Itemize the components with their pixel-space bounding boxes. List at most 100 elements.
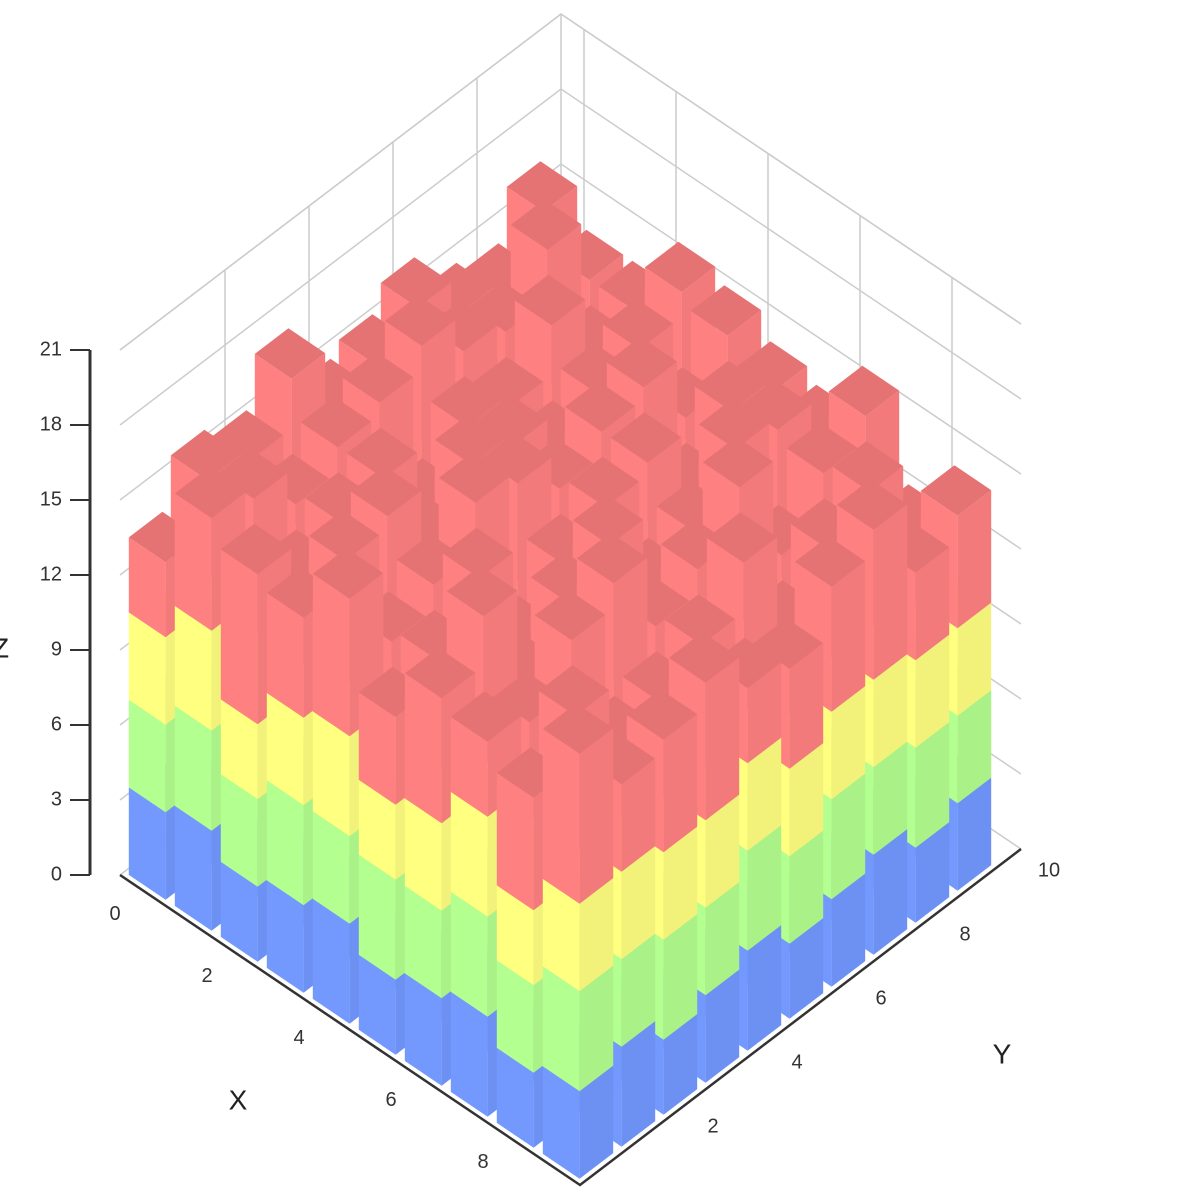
- y-tick-label: 8: [959, 923, 970, 945]
- bar-face: [358, 779, 396, 880]
- bar-face: [752, 618, 824, 669]
- bar-face: [496, 960, 534, 1073]
- z-tick-label: 6: [51, 713, 62, 735]
- y-tick-label: 2: [707, 1115, 718, 1137]
- bar-face: [690, 285, 762, 336]
- bar-face: [266, 692, 304, 806]
- bar-face: [434, 414, 506, 465]
- bar-face: [664, 594, 736, 645]
- bar-face: [266, 880, 304, 993]
- bar-face: [384, 295, 456, 346]
- bar-face: [873, 504, 908, 680]
- bar-face: [220, 699, 258, 800]
- bar-face: [128, 787, 166, 900]
- bar-face: [828, 365, 900, 417]
- bar-face: [312, 573, 350, 737]
- bar-face: [621, 1021, 656, 1147]
- bar-face: [450, 991, 488, 1117]
- x-axis-title: X: [229, 1084, 248, 1115]
- y-tick-label: 10: [1038, 859, 1060, 881]
- z-tick-label: 18: [40, 413, 62, 435]
- bar-face: [538, 665, 610, 716]
- bar-face: [450, 891, 488, 1017]
- bar-face: [216, 448, 288, 499]
- bar-face: [694, 360, 766, 412]
- bar-face: [312, 711, 350, 837]
- bar-face: [510, 199, 582, 250]
- y-tick-label: 4: [791, 1051, 802, 1073]
- bar-face: [736, 341, 808, 392]
- bar-face: [266, 592, 304, 718]
- bar-face: [220, 861, 258, 962]
- bar-face: [358, 854, 396, 980]
- bar-face: [254, 328, 326, 379]
- bar-face: [957, 490, 992, 629]
- bar-face: [128, 699, 166, 813]
- bar-face: [404, 798, 442, 911]
- bar-face: [404, 673, 442, 824]
- bar-face: [266, 780, 304, 906]
- bar-face: [579, 878, 614, 992]
- bar-face: [450, 691, 522, 742]
- bar-face: [606, 336, 678, 388]
- bar-face: [312, 811, 350, 924]
- bar-face: [668, 632, 740, 683]
- z-axis-title: Z: [0, 632, 9, 663]
- bar-face: [621, 933, 656, 1047]
- x-tick-label: 6: [385, 1089, 396, 1111]
- bar-face: [747, 825, 782, 951]
- y-axis-title: Y: [993, 1038, 1012, 1069]
- bar-face: [740, 379, 812, 430]
- bar-face: [220, 549, 258, 725]
- bar-face: [873, 654, 908, 768]
- bar-face: [610, 412, 682, 463]
- bar-face: [789, 743, 824, 857]
- bar-face: [174, 705, 212, 831]
- bar-face: [568, 456, 640, 508]
- bar-face: [626, 689, 698, 740]
- bar-face: [174, 805, 212, 931]
- bar-face: [873, 829, 908, 955]
- bar-face: [831, 561, 866, 712]
- bar-face: [128, 537, 166, 638]
- bar-face: [663, 1014, 698, 1115]
- bar-face: [438, 452, 510, 503]
- bar-face: [212, 410, 284, 461]
- bar-face: [442, 527, 514, 579]
- x-tick-label: 0: [109, 903, 120, 925]
- bar-face: [312, 898, 350, 1024]
- bar-face: [542, 728, 580, 904]
- bar-face: [915, 547, 950, 661]
- bar-face: [789, 643, 824, 769]
- bar-face: [496, 1047, 534, 1148]
- bar-face: [789, 918, 824, 1019]
- bar-face: [404, 885, 442, 999]
- bar-face: [698, 398, 770, 450]
- bar-face: [831, 686, 866, 800]
- bar-face: [514, 274, 586, 326]
- bar-segment: [542, 703, 614, 904]
- bar-face: [621, 758, 656, 872]
- bar-face: [450, 791, 488, 917]
- bar-face: [920, 465, 992, 516]
- bar-face: [957, 602, 992, 716]
- bar-face: [220, 523, 292, 575]
- bar-face: [450, 716, 488, 817]
- z-tick-label: 12: [40, 563, 62, 585]
- bar-face: [915, 822, 950, 923]
- bar-face: [915, 722, 950, 848]
- bar-face: [174, 605, 212, 731]
- bar-face: [174, 493, 212, 631]
- bar-face: [506, 161, 578, 212]
- bar-face: [404, 973, 442, 1086]
- bar-face: [430, 376, 502, 427]
- z-tick-label: 15: [40, 488, 62, 510]
- x-tick-label: 4: [293, 1027, 304, 1049]
- bar-face: [576, 532, 648, 584]
- bar-face: [170, 429, 242, 481]
- bar-face: [472, 356, 544, 408]
- bar-face: [476, 394, 548, 446]
- bar-face: [564, 381, 636, 432]
- bar-face: [663, 914, 698, 1040]
